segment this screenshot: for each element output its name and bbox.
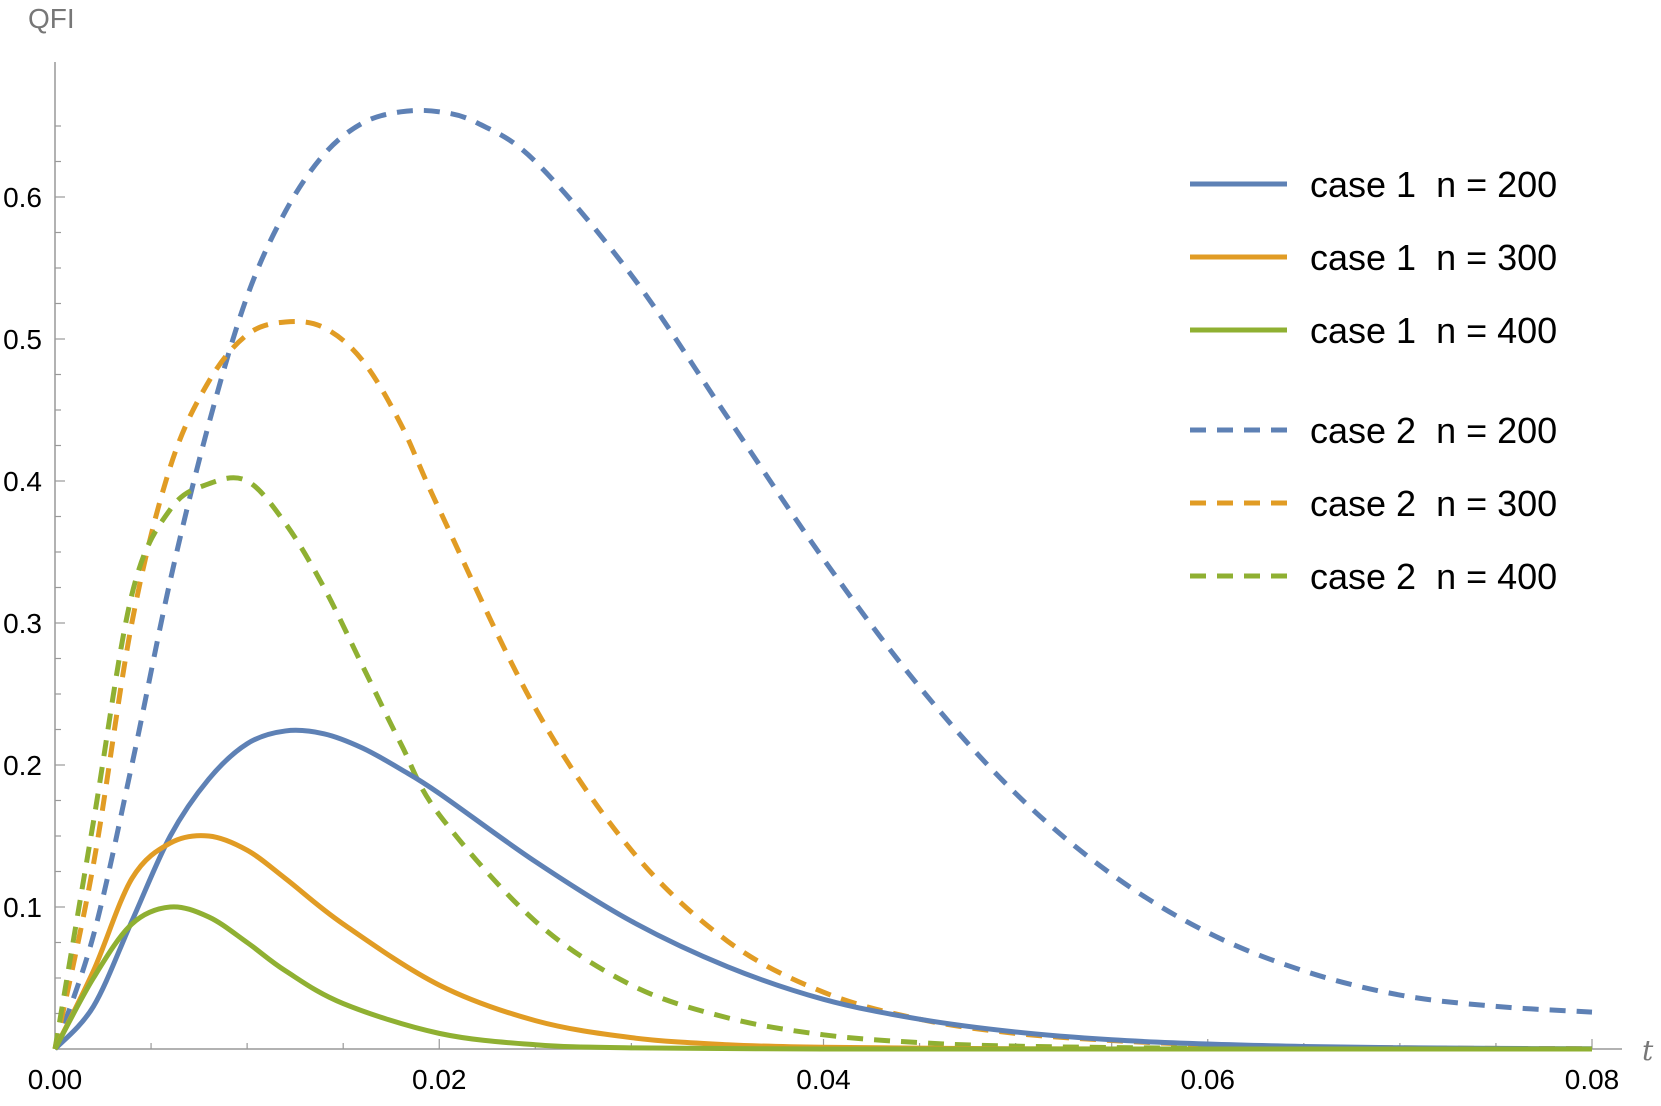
x-axis-title: t (1642, 1034, 1654, 1067)
legend-label: case 1 n = 200 (1310, 164, 1557, 205)
x-tick-label: 0.04 (796, 1064, 851, 1095)
series-line-case1-300 (52, 833, 1592, 1052)
x-tick-label: 0.02 (412, 1064, 467, 1095)
legend-label: case 2 n = 200 (1310, 410, 1557, 451)
y-tick-label: 0.2 (3, 750, 42, 781)
y-tick-label: 0.1 (3, 892, 42, 923)
y-tick-label: 0.6 (3, 182, 42, 213)
y-tick-label: 0.5 (3, 324, 42, 355)
x-tick-label: 0.08 (1565, 1064, 1620, 1095)
y-tick-label: 0.4 (3, 466, 42, 497)
y-tick-label: 0.3 (3, 608, 42, 639)
legend-label: case 1 n = 400 (1310, 310, 1557, 351)
legend-label: case 2 n = 400 (1310, 556, 1557, 597)
legend-label: case 2 n = 300 (1310, 483, 1557, 524)
x-tick-label: 0.06 (1181, 1064, 1236, 1095)
tick-labels: 0.00 0.02 0.04 0.06 0.08 0.1 0.2 0.3 0.4 0.5 0.6 (3, 182, 1619, 1095)
legend: case 1 n = 200 case 1 n = 300 case 1 n = 4… (1190, 164, 1557, 597)
series-line-case2-300 (52, 318, 1593, 1052)
series-line-case1-200 (53, 727, 1593, 1052)
x-tick-label: 0.00 (28, 1064, 83, 1095)
legend-label: case 1 n = 300 (1310, 237, 1557, 278)
plot-area (52, 107, 1593, 1052)
series-line-case2-400 (52, 475, 1593, 1052)
series-line-case1-400 (52, 904, 1592, 1052)
y-axis-title: QFI (28, 3, 75, 34)
